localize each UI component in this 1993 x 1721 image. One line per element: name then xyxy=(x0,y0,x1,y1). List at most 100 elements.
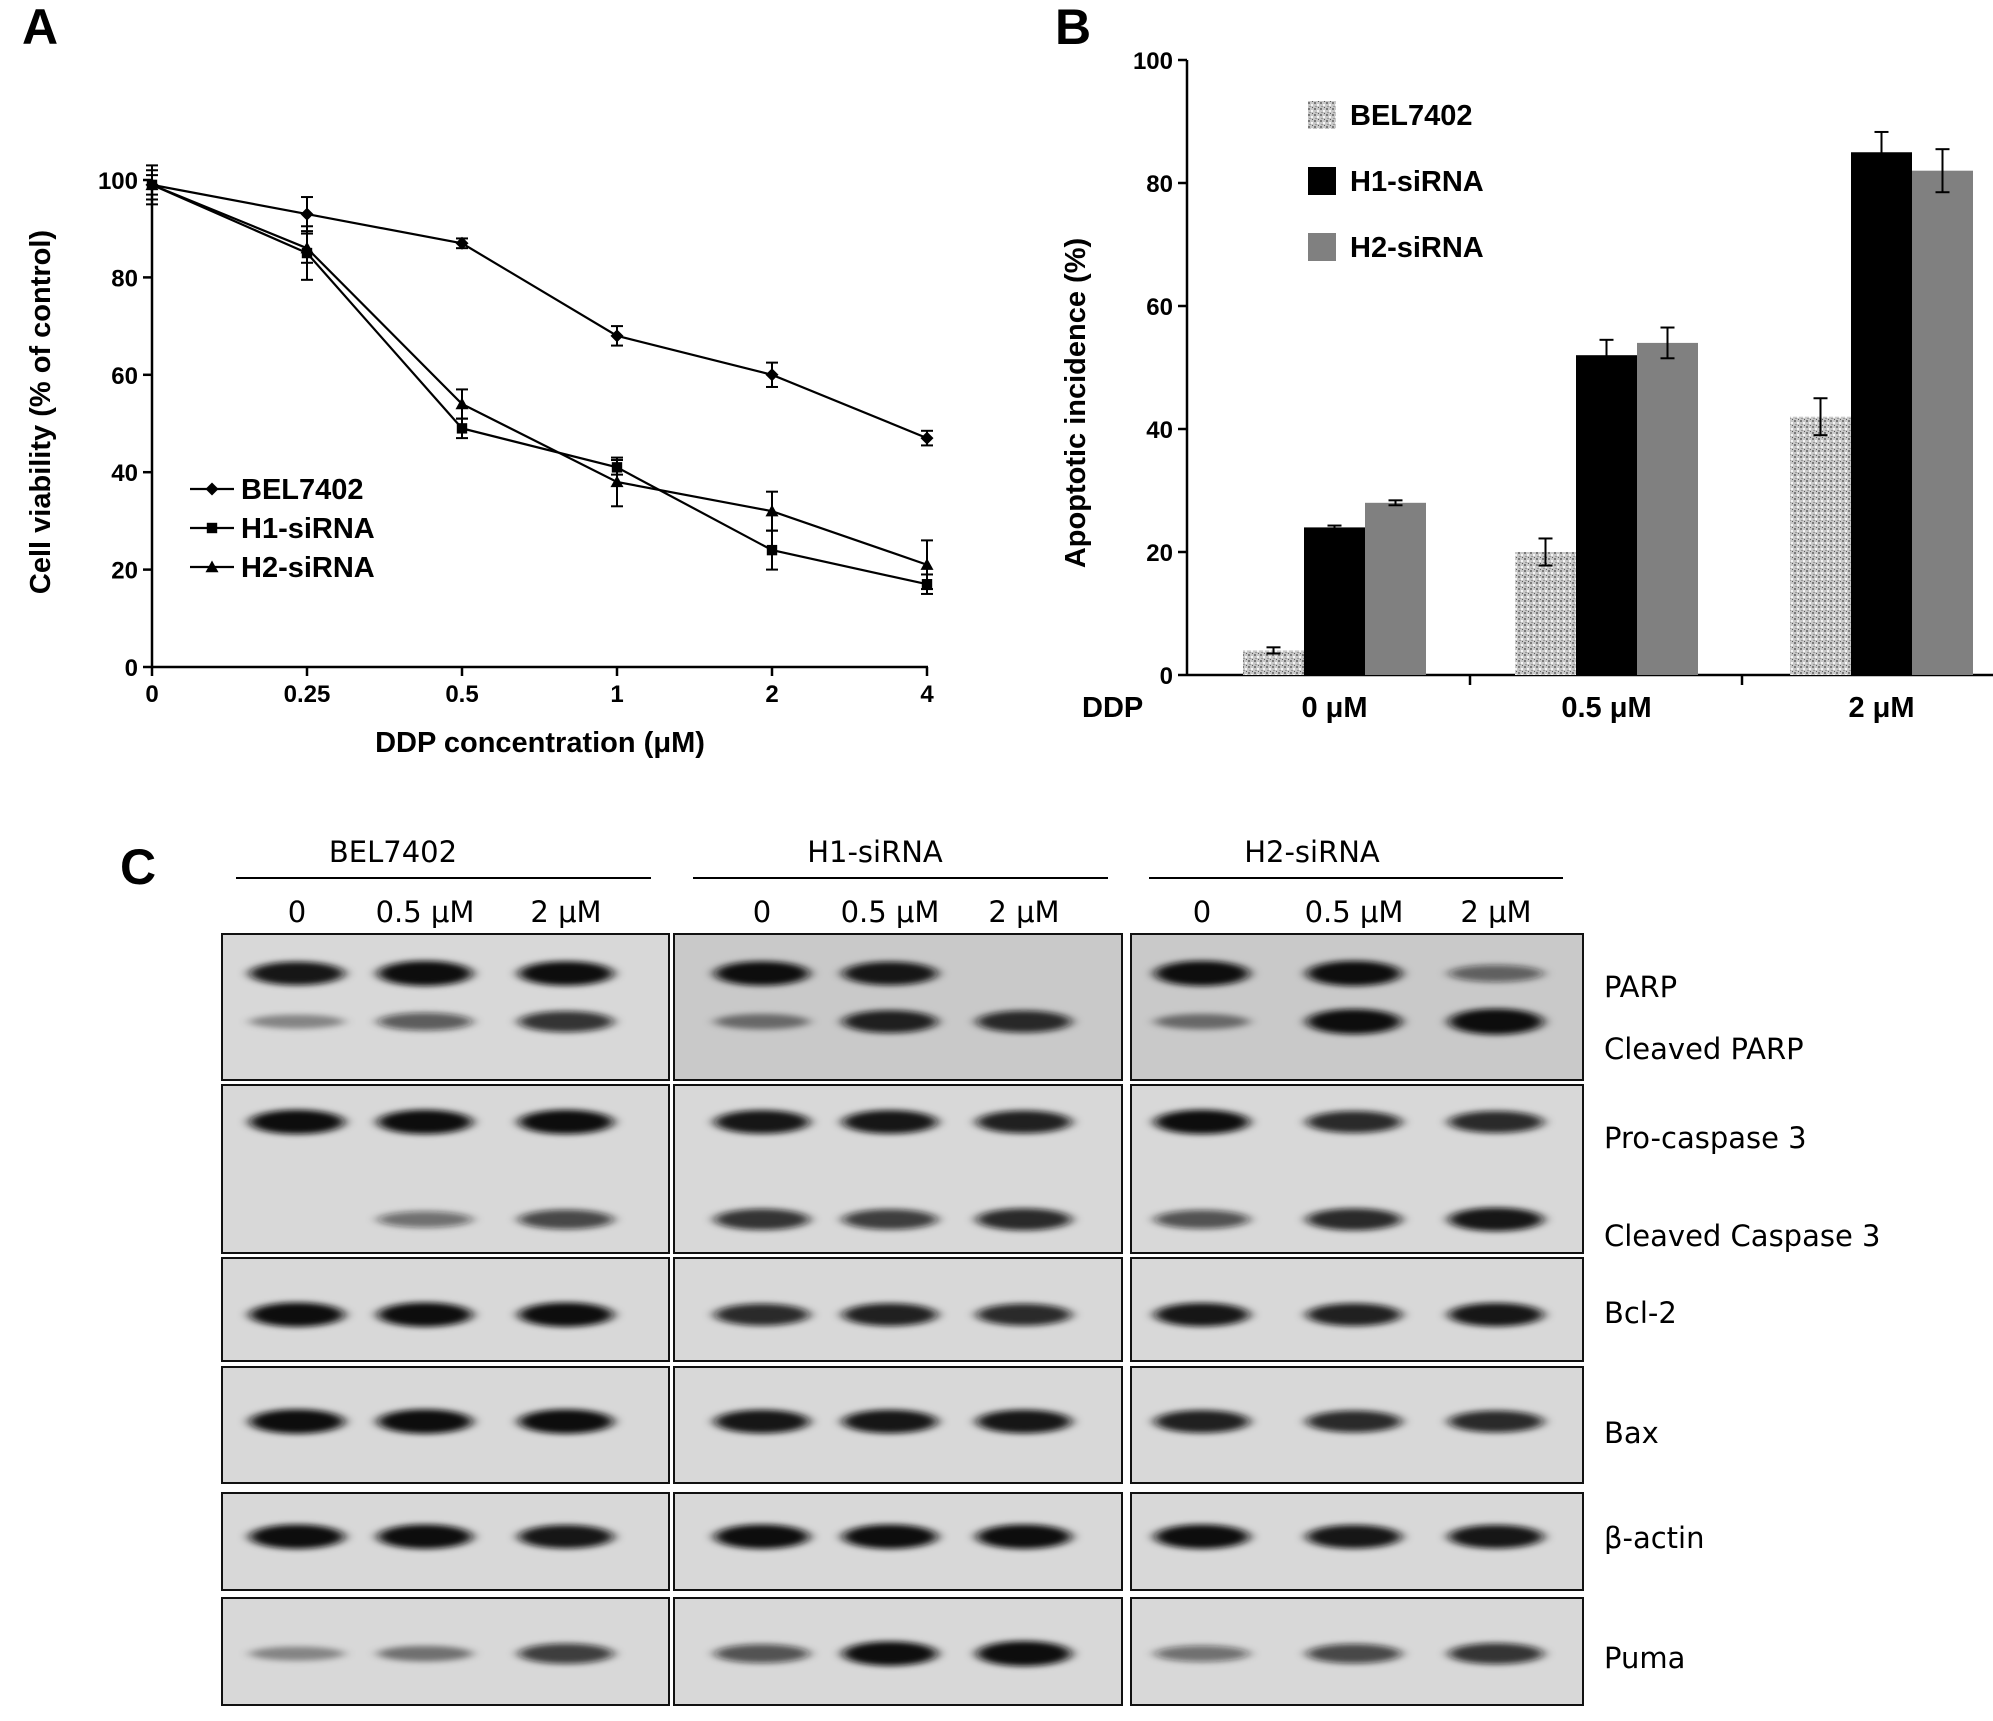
y-tick-label: 20 xyxy=(111,558,138,585)
band xyxy=(1306,1303,1402,1327)
band xyxy=(249,1014,345,1029)
band xyxy=(377,1524,473,1549)
bar-bel7402 xyxy=(1790,416,1851,675)
y-tick-label: 100 xyxy=(98,168,138,195)
band xyxy=(1154,1410,1250,1433)
y-tick-label: 80 xyxy=(111,265,138,292)
band xyxy=(1306,1110,1402,1133)
band xyxy=(377,1409,473,1434)
band xyxy=(1448,964,1544,983)
legend-label: H1-siRNA xyxy=(1350,166,1484,198)
bar-bel7402 xyxy=(1515,552,1576,675)
blot-row-parp xyxy=(221,933,1584,1081)
band xyxy=(518,1109,614,1135)
band xyxy=(518,1643,614,1664)
lane-label: 2 μM xyxy=(530,895,601,929)
y-tick-label: 80 xyxy=(1146,171,1173,198)
x-tick-label: 0 xyxy=(145,681,158,708)
lane-label: 0.5 μM xyxy=(841,895,940,929)
lane-label: 0 xyxy=(753,895,771,929)
band xyxy=(1448,1008,1544,1035)
legend-marker xyxy=(206,522,218,534)
lane-label: 0.5 μM xyxy=(376,895,475,929)
band xyxy=(714,1208,810,1230)
x-axis-label: DDP concentration (μM) xyxy=(375,727,705,759)
band xyxy=(1448,1643,1544,1665)
protein-label: β-actin xyxy=(1604,1521,1705,1555)
band xyxy=(1448,1410,1544,1433)
blot-frame xyxy=(673,933,1123,1081)
data-point xyxy=(300,241,314,254)
band xyxy=(1154,1210,1250,1229)
panel-letter-a: A xyxy=(22,0,58,55)
y-axis-label: Apoptotic incidence (%) xyxy=(1060,238,1092,568)
band xyxy=(249,1109,345,1135)
panel-letter-c: C xyxy=(120,839,156,895)
bar-h1-sirna xyxy=(1851,152,1912,675)
band xyxy=(518,961,614,986)
bar-h1-sirna xyxy=(1576,355,1637,675)
y-tick-label: 40 xyxy=(111,460,138,487)
band xyxy=(377,1012,473,1031)
band xyxy=(842,1641,938,1666)
band xyxy=(518,1302,614,1327)
y-tick-label: 0 xyxy=(1160,663,1173,690)
band xyxy=(1154,1109,1250,1135)
x-tick-label: 0.5 xyxy=(445,681,478,708)
blot-group-label: H1-siRNA xyxy=(807,835,943,869)
x-tick-label: 2 xyxy=(765,681,778,708)
band xyxy=(377,1109,473,1135)
y-tick-label: 0 xyxy=(125,655,138,682)
protein-label: Pro-caspase 3 xyxy=(1604,1121,1807,1155)
blot-row-puma xyxy=(221,1597,1584,1706)
band xyxy=(1306,1009,1402,1035)
bar-chart-apoptotic-incidence: 0 20 40 60 80 100 0 μM 0.5 μM 2 μM Apoptotic in… xyxy=(1060,48,1993,724)
bar-h2-sirna xyxy=(1365,502,1426,675)
band xyxy=(249,1302,345,1327)
legend: BEL7402 H1-siRNA H2-siRNA xyxy=(190,474,375,584)
band xyxy=(714,1303,810,1326)
y-tick-label: 60 xyxy=(1146,294,1173,321)
band xyxy=(842,1409,938,1434)
band xyxy=(976,1010,1072,1033)
line-chart-cell-viability: 0 20 40 60 80 100 0 0.25 0.5 1 2 4 Cell viability … xyxy=(25,164,934,759)
data-point xyxy=(765,504,779,517)
band xyxy=(377,1645,473,1662)
band xyxy=(249,961,345,986)
y-axis-label: Cell viability (% of control) xyxy=(25,230,57,594)
band xyxy=(249,1409,345,1434)
panel-letter-b: B xyxy=(1055,0,1091,55)
band xyxy=(1306,1208,1402,1231)
protein-label: Puma xyxy=(1604,1641,1685,1675)
blot-group-label: H2-siRNA xyxy=(1244,835,1380,869)
y-tick-label: 40 xyxy=(1146,417,1173,444)
data-point xyxy=(610,475,624,488)
series-line xyxy=(151,183,928,586)
series-line xyxy=(151,183,928,566)
blot-frame xyxy=(1130,933,1584,1081)
band xyxy=(1154,1013,1250,1030)
data-point xyxy=(610,329,624,343)
band xyxy=(1448,1302,1544,1327)
bar-h2-sirna xyxy=(1912,170,1973,675)
bar-bel7402 xyxy=(1243,650,1304,675)
x-tick-label: 0 μM xyxy=(1301,692,1367,724)
band xyxy=(377,960,473,987)
band xyxy=(1306,1410,1402,1433)
band xyxy=(518,1409,614,1434)
blot-row-bax xyxy=(221,1366,1584,1484)
legend-swatch xyxy=(1308,167,1336,195)
x-tick-label: 0.5 μM xyxy=(1561,692,1651,724)
legend-label: H1-siRNA xyxy=(241,513,375,545)
blot-group-label: BEL7402 xyxy=(329,835,457,869)
band xyxy=(377,1302,473,1327)
lane-label: 0 xyxy=(1193,895,1211,929)
lane-label: 2 μM xyxy=(1460,895,1531,929)
band xyxy=(976,1303,1072,1326)
band xyxy=(1154,1302,1250,1327)
series-bel7402 xyxy=(145,169,934,447)
band xyxy=(377,1211,473,1228)
band xyxy=(842,1209,938,1230)
data-point xyxy=(765,368,779,382)
